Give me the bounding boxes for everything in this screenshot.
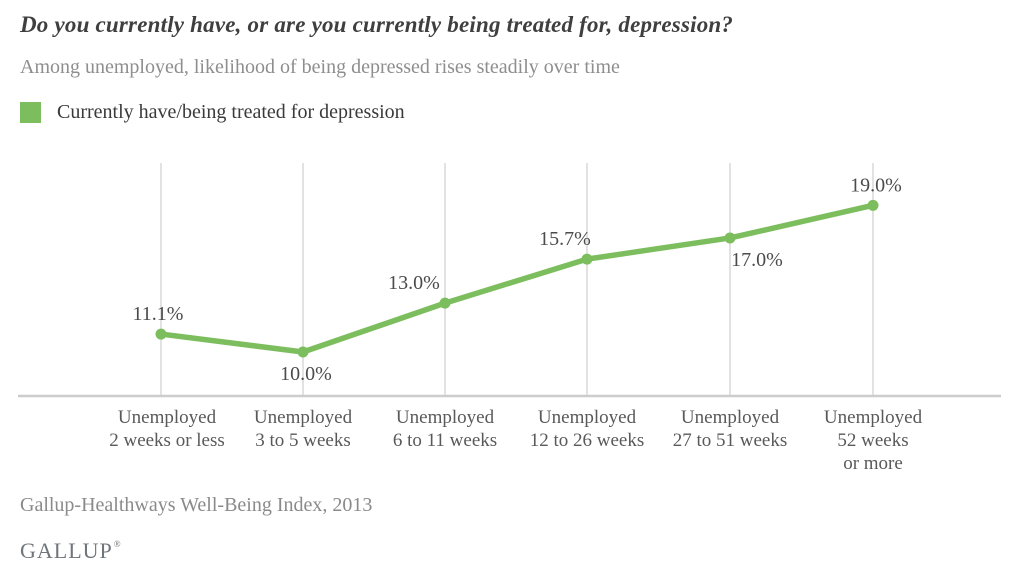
chart-subtitle: Among unemployed, likelihood of being de… <box>20 56 620 78</box>
x-axis-category-label: Unemployed 3 to 5 weeks <box>253 407 353 451</box>
x-axis-category-label: Unemployed 6 to 11 weeks <box>392 407 498 451</box>
legend-swatch-icon <box>20 102 41 123</box>
x-axis-category-label: Unemployed 27 to 51 weeks <box>672 407 788 451</box>
value-label: 10.0% <box>280 363 332 385</box>
x-axis-category-label: Unemployed 12 to 26 weeks <box>529 407 645 451</box>
source-note: Gallup-Healthways Well-Being Index, 2013 <box>20 494 373 516</box>
chart-legend: Currently have/being treated for depress… <box>20 101 405 124</box>
value-label: 13.0% <box>388 272 440 294</box>
data-point <box>867 199 879 211</box>
x-axis-category-label: Unemployed 2 weeks or less <box>109 407 225 451</box>
legend-label: Currently have/being treated for depress… <box>57 101 405 123</box>
value-label: 19.0% <box>850 174 902 196</box>
value-label: 11.1% <box>133 303 184 325</box>
data-point <box>724 232 736 244</box>
registered-trademark-icon: ® <box>113 539 122 549</box>
series-line <box>158 202 876 355</box>
data-point <box>155 328 167 340</box>
value-label: 17.0% <box>731 249 783 271</box>
gallup-logo: GALLUP® <box>20 538 121 564</box>
x-axis-category-label: Unemployed 52 weeks or more <box>823 407 923 474</box>
data-point <box>439 297 451 309</box>
gallup-logo-text: GALLUP <box>20 538 113 563</box>
data-point <box>581 253 593 265</box>
data-point <box>297 346 309 358</box>
value-label: 15.7% <box>539 228 591 250</box>
page-title: Do you currently have, or are you curren… <box>20 12 734 37</box>
line-chart: 11.1% 10.0% 13.0% 15.7% 17.0% 19.0% <box>18 163 1001 398</box>
